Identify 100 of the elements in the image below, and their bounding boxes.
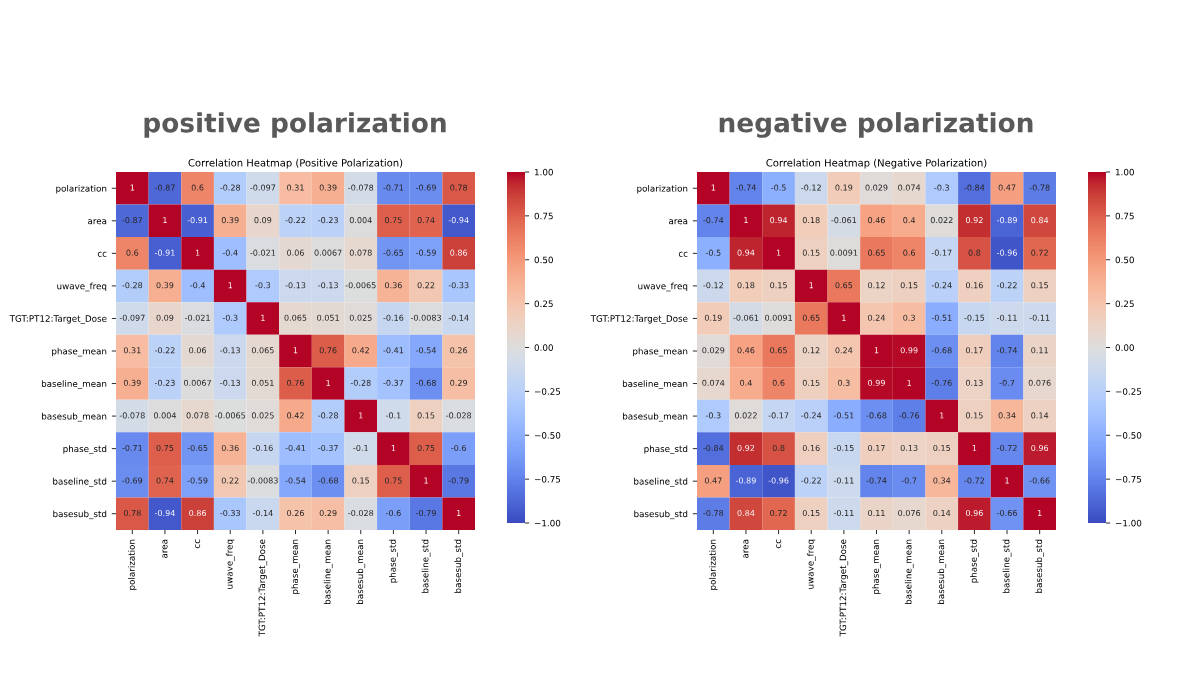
x-tick-label: basesub_std — [454, 539, 464, 593]
data-label: 1 — [424, 477, 428, 484]
chart-title: positive polarization — [144, 112, 446, 138]
data-label: 0.078 — [186, 412, 209, 419]
color-bar-label: −0.50 — [1115, 432, 1142, 439]
y-tick-label: cc — [97, 251, 107, 257]
data-label: 0.47 — [704, 477, 722, 484]
data-label: -0.14 — [252, 509, 273, 517]
data-label: -0.021 — [185, 314, 210, 321]
x-tick-label: phase_std — [389, 539, 398, 583]
data-label: -0.16 — [383, 314, 404, 321]
data-label: -0.65 — [383, 249, 404, 256]
y-tick-label: basesub_std — [634, 510, 688, 520]
data-label: 0.13 — [900, 444, 918, 451]
data-label: 0.15 — [352, 477, 370, 484]
color-bar-label: −1.00 — [534, 519, 561, 527]
data-label: -0.33 — [448, 282, 469, 289]
data-label: 0.76 — [287, 379, 304, 386]
data-label: -0.89 — [997, 217, 1017, 224]
data-label: 0.29 — [319, 509, 337, 517]
data-label: 1 — [907, 379, 911, 386]
data-label: -0.76 — [931, 379, 952, 386]
data-label: 0.92 — [737, 444, 755, 451]
data-label: -0.13 — [318, 282, 338, 289]
data-label: -0.13 — [220, 379, 240, 386]
x-tick-label: basesub_std — [1035, 539, 1045, 593]
data-label: -0.78 — [703, 509, 724, 517]
data-label: 0.15 — [417, 412, 435, 419]
data-label: -0.28 — [220, 184, 241, 191]
data-label: 0.0091 — [830, 249, 858, 256]
y-tick-label: uwave_freq — [638, 282, 688, 292]
data-label: -0.15 — [833, 444, 854, 451]
data-label: 1 — [1038, 510, 1042, 516]
data-label: 1 — [874, 347, 879, 354]
color-bar-label: 0.00 — [1115, 344, 1134, 351]
color-bar-label: −0.25 — [1115, 388, 1142, 395]
data-label: 0.74 — [417, 217, 435, 224]
data-label: -0.078 — [348, 184, 374, 191]
y-tick-label: phase_mean — [52, 347, 107, 357]
y-tick-label: baseline_std — [634, 477, 688, 487]
data-label: 0.96 — [1031, 444, 1049, 451]
data-label: -0.78 — [1029, 184, 1050, 191]
data-label: 1 — [359, 412, 363, 419]
data-label: -0.1 — [385, 412, 401, 419]
data-label: -0.097 — [119, 314, 145, 321]
data-label: 0.74 — [156, 477, 174, 484]
data-label: 0.75 — [417, 444, 435, 451]
data-label: 0.4 — [740, 379, 752, 386]
data-label: -0.17 — [768, 412, 789, 419]
x-tick-label: TGT:PT12:Target_Dose — [258, 539, 268, 637]
data-label: -0.11 — [833, 509, 854, 517]
data-label: -0.33 — [220, 509, 240, 517]
data-label: -0.24 — [931, 282, 952, 289]
data-label: 0.15 — [802, 249, 820, 256]
data-label: 0.11 — [868, 509, 885, 517]
data-label: 0.31 — [123, 347, 141, 354]
data-label: -0.96 — [997, 249, 1017, 256]
data-label: 0.24 — [868, 314, 886, 321]
data-label: 0.15 — [965, 412, 983, 419]
data-label: -0.74 — [735, 184, 756, 191]
data-label: 0.09 — [254, 217, 272, 224]
data-label: -0.13 — [220, 347, 240, 354]
data-label: 1 — [940, 412, 944, 419]
color-bar-label: −0.75 — [534, 475, 561, 483]
data-label: -0.7 — [999, 379, 1015, 386]
data-label: -0.7 — [901, 477, 917, 484]
data-label: -0.79 — [448, 477, 469, 484]
data-label: 0.078 — [349, 249, 372, 256]
color-bar-label: 0.75 — [534, 212, 553, 220]
data-label: 0.076 — [898, 509, 921, 517]
data-label: 0.24 — [835, 347, 853, 354]
data-label: 0.6 — [772, 379, 785, 386]
color-bar-label: −0.75 — [1115, 475, 1142, 483]
y-tick-label: uwave_freq — [57, 282, 107, 292]
data-label: -0.3 — [255, 282, 271, 289]
data-label: 0.34 — [933, 477, 951, 484]
x-tick-label: phase_mean — [291, 539, 300, 594]
data-label: -0.5 — [771, 184, 786, 191]
data-label: -0.41 — [285, 444, 306, 451]
data-label: 0.92 — [965, 217, 983, 224]
data-label: -0.59 — [187, 477, 208, 484]
data-label: 0.42 — [352, 347, 369, 354]
data-label: 0.16 — [965, 282, 983, 289]
y-tick-label: baseline_std — [53, 477, 107, 487]
data-label: 0.72 — [1031, 249, 1048, 256]
data-label: 0.09 — [156, 314, 174, 321]
data-label: 0.15 — [802, 379, 820, 386]
data-label: -0.0083 — [247, 477, 278, 484]
data-label: -0.028 — [348, 509, 374, 517]
data-label: 0.022 — [930, 217, 953, 224]
x-tick-label: TGT:PT12:Target_Dose — [839, 539, 849, 637]
data-label: 0.99 — [900, 347, 918, 354]
data-label: 0.46 — [737, 347, 755, 354]
data-label: 0.84 — [737, 509, 755, 517]
data-label: -0.91 — [154, 249, 175, 256]
data-label: -0.22 — [997, 282, 1017, 289]
data-label: -0.23 — [154, 379, 175, 386]
data-label: -0.71 — [122, 444, 142, 451]
data-label: -0.84 — [703, 444, 724, 451]
data-label: 0.94 — [770, 217, 788, 224]
